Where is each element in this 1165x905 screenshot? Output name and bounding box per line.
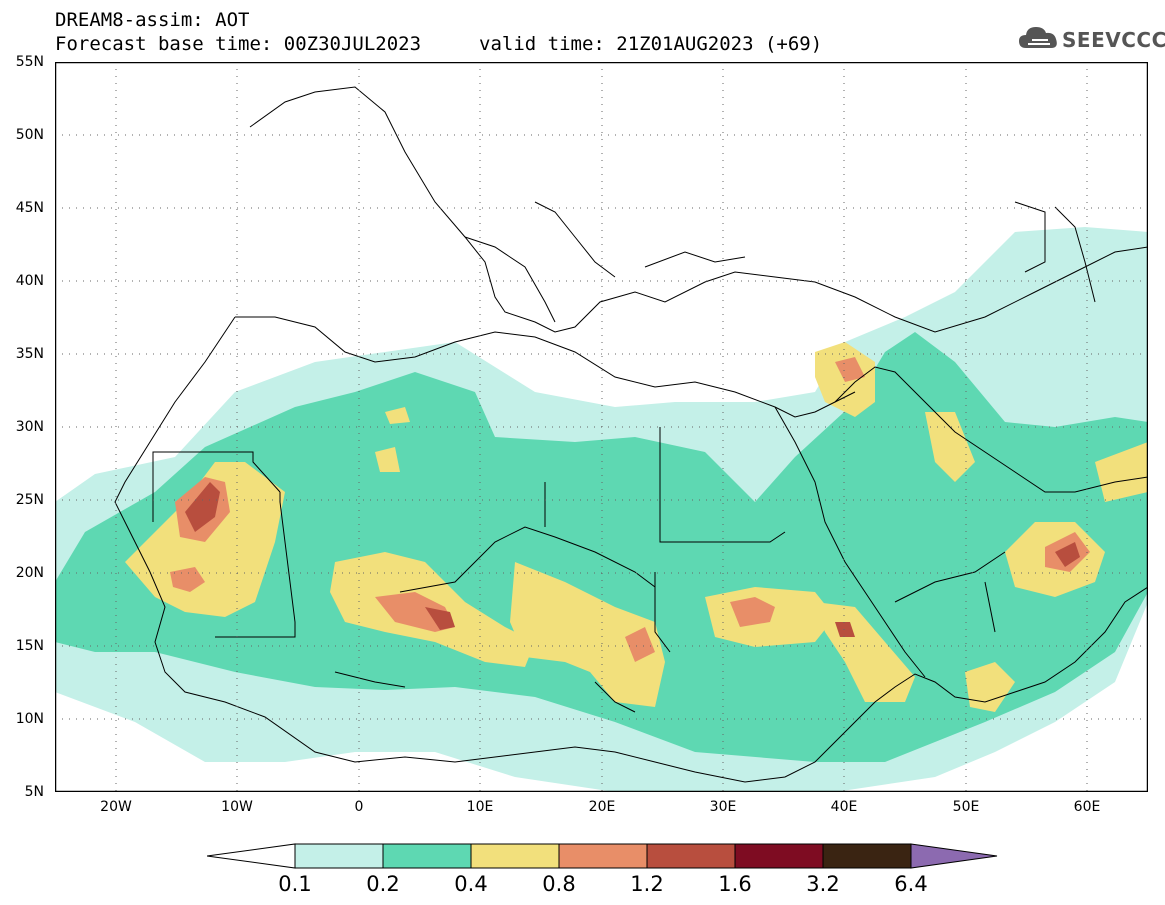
colorbar-label: 0.2 (366, 872, 400, 896)
lat-label: 35N (15, 346, 44, 362)
lon-label: 0 (354, 799, 364, 815)
colorbar-label: 0.4 (454, 872, 488, 896)
colorbar-label: 6.4 (894, 872, 928, 896)
forecast-base-time: Forecast base time: 00Z30JUL2023 (55, 33, 422, 55)
colorbar-bin (734, 843, 824, 869)
lat-label: 20N (15, 565, 44, 581)
lat-label: 25N (15, 492, 44, 508)
colorbar-label: 0.1 (278, 872, 312, 896)
colorbar-bin (558, 843, 648, 869)
colorbar-above-arrow (910, 843, 998, 869)
boundaries (114, 86, 1148, 783)
colorbar (206, 842, 999, 870)
colorbar-bin (382, 843, 472, 869)
colorbar-below-arrow (206, 843, 296, 869)
lat-label: 40N (15, 273, 44, 289)
valid-time: valid time: 21Z01AUG2023 (+69) (479, 33, 823, 55)
lon-label: 10E (466, 799, 494, 815)
lat-label: 5N (24, 784, 44, 800)
colorbar-bin (470, 843, 560, 869)
colorbar-label: 1.2 (630, 872, 664, 896)
graticule (55, 62, 1148, 792)
aot-contour-1.2 (185, 482, 1080, 637)
colorbar-label: 3.2 (806, 872, 840, 896)
lon-label: 60E (1073, 799, 1101, 815)
colorbar-bin (646, 843, 736, 869)
colorbar-label: 1.6 (718, 872, 752, 896)
lat-label: 50N (15, 127, 44, 143)
cloud-icon (1019, 27, 1057, 48)
lat-label: 55N (15, 54, 44, 70)
lat-label: 45N (15, 200, 44, 216)
time-line: Forecast base time: 00Z30JUL2023 valid ti… (55, 33, 822, 55)
lon-label: 20W (100, 799, 132, 815)
colorbar-bin (294, 843, 384, 869)
product-title: DREAM8-assim: AOT (55, 9, 250, 31)
lat-label: 30N (15, 419, 44, 435)
lon-label: 30E (709, 799, 737, 815)
logo-text: SEEVCCC (1062, 28, 1165, 52)
aot-field (55, 227, 1148, 792)
lon-label: 20E (588, 799, 616, 815)
colorbar-bin (822, 843, 912, 869)
aot-map (55, 62, 1148, 792)
seevccc-logo: SEEVCCC (1018, 24, 1165, 54)
lat-label: 10N (15, 711, 44, 727)
colorbar-label: 0.8 (542, 872, 576, 896)
lon-label: 40E (830, 799, 858, 815)
lon-label: 50E (952, 799, 980, 815)
lon-label: 10W (221, 799, 253, 815)
map-frame (55, 62, 1148, 792)
lat-label: 15N (15, 638, 44, 654)
